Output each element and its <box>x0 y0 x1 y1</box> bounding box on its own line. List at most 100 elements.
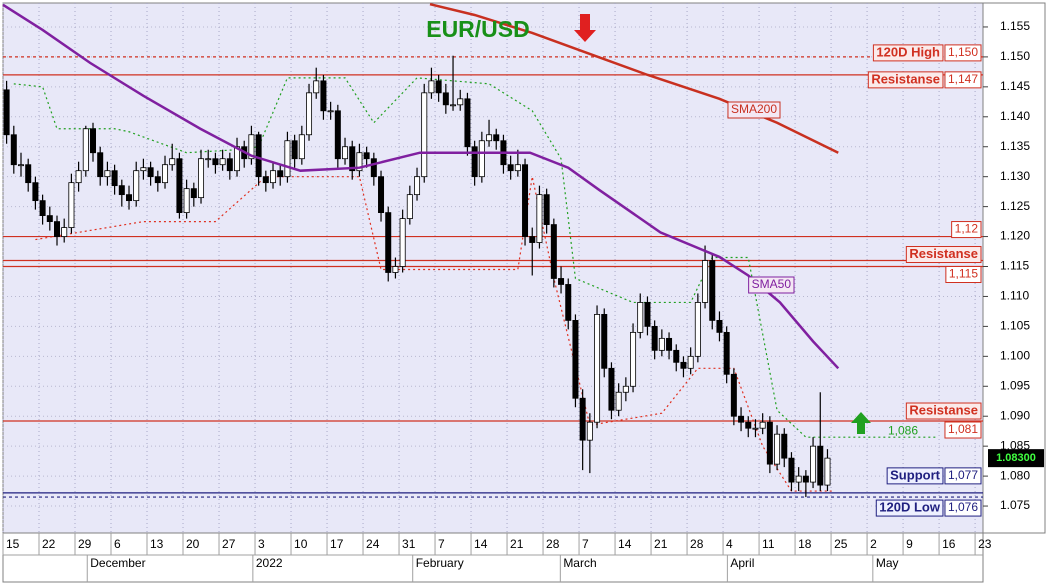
candle-body <box>529 236 536 243</box>
candle-body <box>788 457 795 483</box>
level-value-box <box>951 221 982 239</box>
candle-body <box>421 92 428 178</box>
level-value-group: 1,076 <box>944 499 982 517</box>
candle-body <box>68 182 75 228</box>
candle-body <box>219 158 226 166</box>
moving-average <box>429 2 839 154</box>
candle-body <box>111 170 118 187</box>
level-value-group: 1,077 <box>944 467 982 485</box>
level-value-box <box>944 421 982 439</box>
y-tick-label: 1.110 <box>1000 289 1029 303</box>
level-name: 120D Low <box>879 500 941 515</box>
level-name: Resistanse <box>909 402 978 417</box>
candle-body <box>543 194 550 225</box>
candle-body <box>342 146 349 160</box>
candle-body <box>46 215 53 222</box>
candle-body <box>32 182 39 202</box>
x-tick-label: 17 <box>330 537 344 551</box>
candle-body <box>162 164 169 184</box>
candle-body <box>104 170 111 178</box>
candle-body <box>270 170 277 184</box>
candle-body <box>615 391 622 411</box>
month-label: April <box>730 556 754 570</box>
candle-body <box>493 134 500 142</box>
candle-body <box>190 188 197 199</box>
candle-body <box>514 164 521 172</box>
y-tick-label: 1.120 <box>1000 229 1030 243</box>
y-tick-label: 1.105 <box>1000 319 1030 333</box>
level-name: Resistanse <box>909 246 978 261</box>
level-name-box <box>872 44 944 62</box>
x-tick-label: 21 <box>654 537 668 551</box>
level-value: 1,115 <box>949 267 978 281</box>
candle-body <box>666 337 673 351</box>
level-name-group: 120D Low <box>875 500 944 517</box>
last-price-label: 1.08300 <box>996 452 1036 464</box>
x-tick-label: 23 <box>978 537 992 551</box>
candle-body <box>651 325 658 351</box>
month-label: May <box>876 556 899 570</box>
candle-body <box>630 331 637 387</box>
candle-body <box>601 314 608 369</box>
y-tick-label: 1.095 <box>1000 378 1030 392</box>
y-tick-label: 1.145 <box>1000 79 1030 93</box>
candle-body <box>399 218 406 267</box>
candle-body <box>61 227 68 237</box>
x-tick-label: 11 <box>762 537 775 551</box>
candle-body <box>644 302 651 327</box>
candle-body <box>802 475 809 483</box>
candle-body <box>457 98 464 106</box>
candle-body <box>262 176 269 184</box>
candle-body <box>248 134 255 160</box>
x-tick-label: 18 <box>798 537 812 551</box>
x-tick-label: 27 <box>222 537 236 551</box>
level-value-box <box>944 467 982 485</box>
trailing-label: 1,086 <box>888 423 918 437</box>
candle-body <box>39 200 46 216</box>
candle-body <box>82 128 89 172</box>
x-tick-label: 31 <box>402 537 416 551</box>
candle-body <box>255 134 262 178</box>
level-name-group: Support <box>886 467 944 485</box>
candle-body <box>334 110 341 160</box>
candle-body <box>637 302 644 333</box>
candle-body <box>759 421 766 429</box>
candle-body <box>97 152 104 178</box>
level-value-box <box>944 499 982 517</box>
candle-body <box>709 260 716 321</box>
candle-body <box>507 164 514 172</box>
candle-body <box>320 80 327 112</box>
candle-body <box>478 140 485 178</box>
x-tick-label: 16 <box>942 537 956 551</box>
month-label: 2022 <box>256 556 283 570</box>
candle-body <box>702 260 709 303</box>
candle-body <box>680 361 687 369</box>
x-tick-label: 29 <box>78 537 92 551</box>
candle-body <box>622 385 629 393</box>
candle-body <box>226 158 233 172</box>
plot-area <box>2 2 984 534</box>
y-tick-label: 1.155 <box>1000 19 1030 33</box>
level-value-group: 1,081 <box>944 421 982 439</box>
candle-body <box>3 89 10 136</box>
level-value: 1,150 <box>948 45 978 59</box>
level-name-group: Resistanse <box>905 402 982 420</box>
level-value-box <box>945 266 982 284</box>
level-name: Support <box>890 467 940 482</box>
x-tick-label: 14 <box>474 537 488 551</box>
candle-body <box>298 134 305 160</box>
y-tick-label: 1.125 <box>1000 199 1030 213</box>
y-tick-label: 1.135 <box>1000 139 1030 153</box>
level-value: 1,147 <box>948 72 978 86</box>
level-value-box <box>944 71 982 89</box>
candle-body <box>464 98 471 148</box>
x-tick-label: 22 <box>42 537 56 551</box>
level-name-group: Resistanse <box>867 71 944 89</box>
x-tick-label: 21 <box>510 537 524 551</box>
candle-body <box>738 415 745 423</box>
candle-body <box>284 140 291 178</box>
level-value-group: 1,147 <box>944 71 982 89</box>
month-label: February <box>416 556 464 570</box>
